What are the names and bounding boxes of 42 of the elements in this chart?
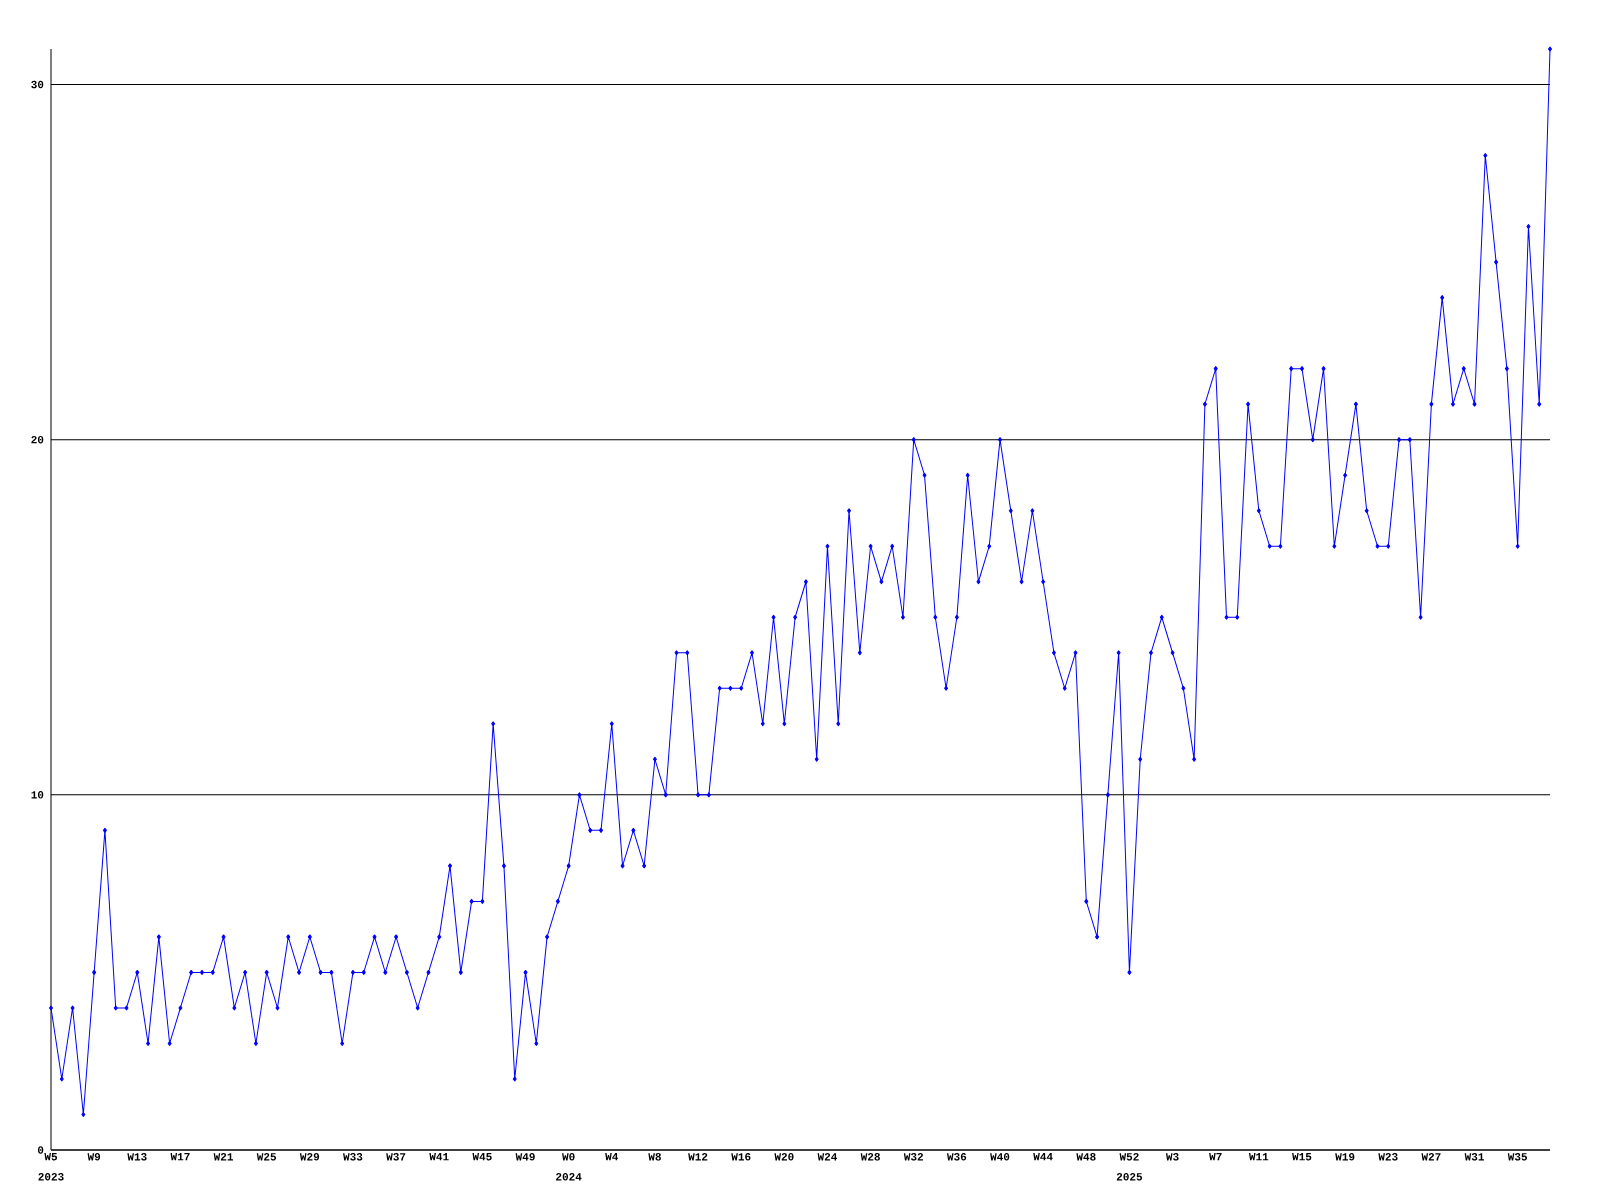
y-tick-label: 30 [31, 80, 44, 89]
x-tick-label: W21 [213, 1153, 233, 1161]
x-tick-label: W3 [1165, 1153, 1179, 1161]
y-tick-label: 10 [31, 791, 44, 799]
x-tick-label: W32 [903, 1153, 923, 1161]
y-tick-label: 0 [37, 1146, 44, 1154]
x-tick-label: W4 [605, 1153, 619, 1161]
x-tick-label: W17 [170, 1153, 190, 1161]
x-tick-label: W15 [1292, 1153, 1312, 1161]
x-tick-label: W52 [1119, 1153, 1139, 1161]
x-tick-label: W35 [1507, 1153, 1527, 1161]
text: 2025 [1116, 1173, 1143, 1181]
x-tick-label: W9 [87, 1153, 101, 1161]
text: 2024 [556, 1173, 582, 1181]
x-tick-label: W7 [1209, 1153, 1222, 1161]
x-tick-label: W41 [429, 1153, 449, 1161]
x-tick-label: W0 [562, 1153, 575, 1161]
x-tick-label: W40 [990, 1153, 1010, 1161]
x-tick-label: W29 [299, 1153, 320, 1161]
text: 2023 [38, 1173, 64, 1181]
x-tick-label: W8 [648, 1153, 661, 1161]
x-tick-label: W23 [1378, 1153, 1398, 1161]
x-tick-label: W33 [343, 1153, 363, 1161]
x-tick-label: W49 [515, 1153, 535, 1161]
x-tick-label: W13 [127, 1153, 147, 1161]
x-tick-label: W31 [1464, 1153, 1484, 1161]
x-tick-label: W27 [1421, 1153, 1441, 1161]
x-tick-label: W45 [472, 1153, 492, 1161]
x-tick-label: W5 [44, 1153, 58, 1161]
x-tick-label: W12 [688, 1153, 708, 1161]
x-tick-label: W16 [731, 1153, 751, 1161]
y-tick-label: 20 [31, 435, 44, 444]
x-tick-label: W37 [386, 1153, 406, 1161]
x-tick-label: W24 [817, 1153, 838, 1161]
x-tick-label: W19 [1335, 1153, 1355, 1161]
x-tick-label: W11 [1248, 1153, 1269, 1161]
x-tick-label: W20 [774, 1153, 794, 1161]
x-tick-label: W48 [1076, 1153, 1096, 1161]
x-tick-label: W36 [946, 1153, 967, 1161]
x-tick-label: W28 [860, 1153, 880, 1161]
x-tick-label: W44 [1033, 1153, 1053, 1161]
x-tick-label: W25 [256, 1153, 277, 1161]
